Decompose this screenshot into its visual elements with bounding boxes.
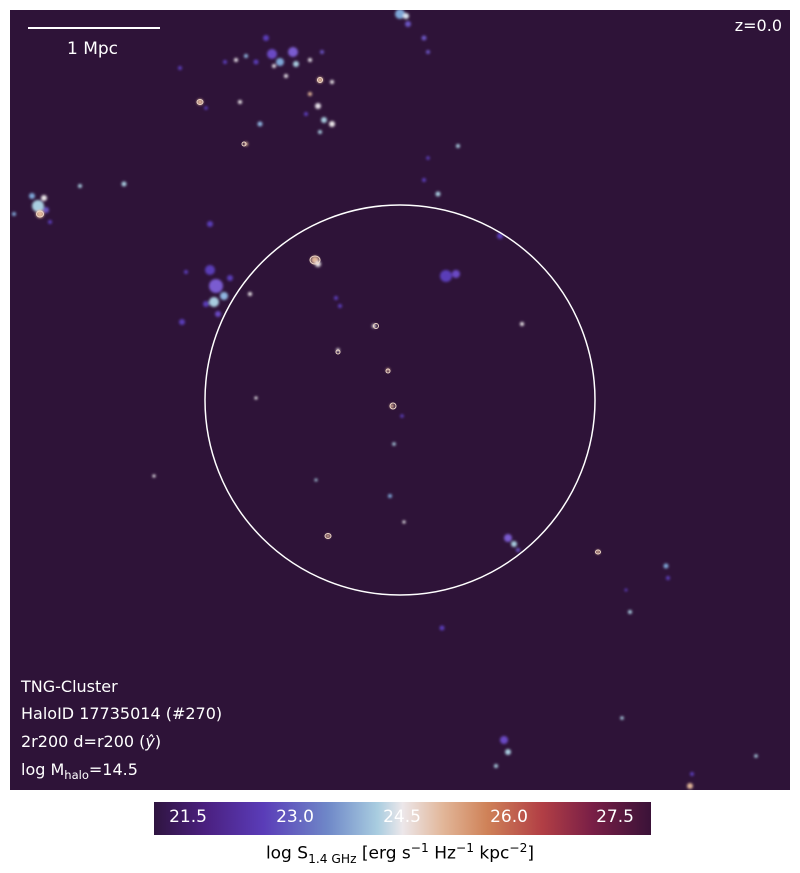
emission-sources	[12, 10, 758, 789]
projection-label: 2r200 d=r200 (ŷ)	[21, 732, 162, 751]
contour-rings	[36, 77, 601, 555]
colorbar: 21.5 23.0 24.5 26.0 27.5	[154, 802, 651, 835]
halo-id-label: HaloID 17735014 (#270)	[21, 704, 223, 723]
halo-mass-label: log Mhalo=14.5	[21, 760, 138, 783]
colorbar-tick: 24.5	[383, 807, 421, 827]
scale-bar-label: 1 Mpc	[67, 39, 119, 59]
colorbar-tick: 23.0	[276, 807, 314, 827]
redshift-label: z=0.0	[734, 16, 782, 35]
r200-circle	[204, 204, 596, 596]
simulation-label: TNG-Cluster	[21, 677, 118, 696]
emission-blobs	[12, 10, 758, 789]
colorbar-label: log S1.4 GHz [erg s−1 Hz−1 kpc−2]	[265, 841, 535, 867]
scale-bar	[28, 27, 160, 29]
radio-emission-map: 1 Mpc z=0.0 TNG-Cluster HaloID 17735014 …	[10, 10, 790, 790]
colorbar-tick: 27.5	[596, 807, 634, 827]
colorbar-tick: 26.0	[490, 807, 528, 827]
colorbar-tick: 21.5	[169, 807, 207, 827]
